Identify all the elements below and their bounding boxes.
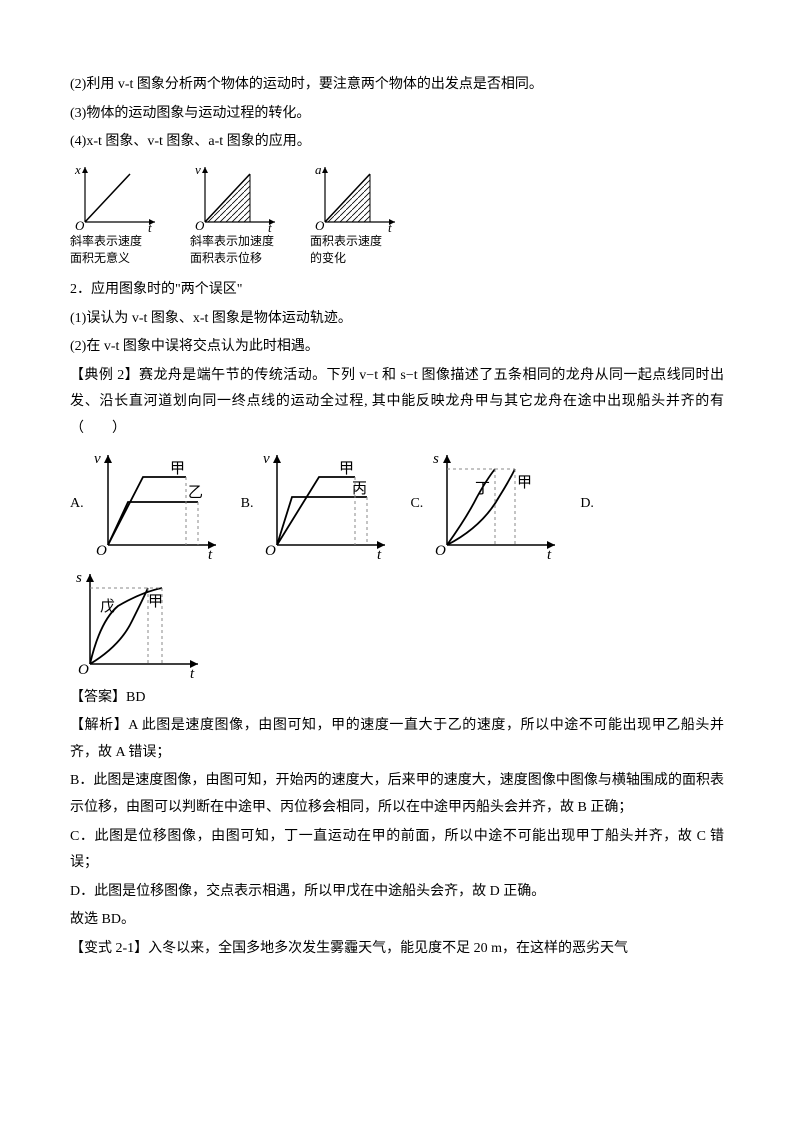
option-b: B. v O t 甲 丙 <box>241 447 393 562</box>
caption-at-2: 的变化 <box>310 251 346 267</box>
section2-p1: (1)误认为 v-t 图象、x-t 图象是物体运动轨迹。 <box>70 306 724 333</box>
svg-text:O: O <box>435 543 446 559</box>
option-d-graph-row: s O t 戊 甲 <box>70 566 724 681</box>
intro-p4: (4)x-t 图象、v-t 图象、a-t 图象的应用。 <box>70 129 724 156</box>
yaxis-label: x <box>74 162 81 177</box>
svg-text:甲: 甲 <box>170 461 185 477</box>
options-row: A. v O t 甲 乙 B. <box>70 447 724 562</box>
svg-text:O: O <box>96 543 107 559</box>
option-b-svg: v O t 甲 丙 <box>257 447 392 562</box>
caption-xt-1: 斜率表示速度 <box>70 234 142 250</box>
option-d-label-only: D. <box>580 491 598 518</box>
svg-text:甲: 甲 <box>339 461 354 477</box>
svg-text:t: t <box>547 547 552 562</box>
option-b-label: B. <box>241 491 254 518</box>
graph-at-svg: a O t <box>310 162 400 232</box>
svg-text:O: O <box>78 662 89 678</box>
graph-xt: x O t 斜率表示速度 面积无意义 <box>70 162 160 267</box>
option-d-label: D. <box>580 491 594 518</box>
svg-text:乙: 乙 <box>188 485 203 501</box>
graph-vt-svg: v O t <box>190 162 280 232</box>
svg-text:v: v <box>94 451 101 467</box>
svg-text:t: t <box>208 547 213 562</box>
triple-graphs: x O t 斜率表示速度 面积无意义 v O t 斜率表示加速度 面积表示位移 <box>70 162 724 267</box>
svg-text:甲: 甲 <box>148 594 163 610</box>
origin-label: O <box>315 218 325 232</box>
svg-text:丁: 丁 <box>475 481 490 497</box>
option-c-svg: s O t 丁 甲 <box>427 447 562 562</box>
caption-at-1: 面积表示速度 <box>310 234 382 250</box>
option-c-label: C. <box>410 491 423 518</box>
explain-b: B．此图是速度图像，由图可知，开始丙的速度大，后来甲的速度大，速度图像中图像与横… <box>70 768 724 821</box>
svg-text:甲: 甲 <box>517 475 532 491</box>
svg-text:t: t <box>377 547 382 562</box>
xaxis-label: t <box>388 220 392 232</box>
caption-xt-2: 面积无意义 <box>70 251 130 267</box>
svg-text:s: s <box>76 570 82 586</box>
caption-vt-1: 斜率表示加速度 <box>190 234 274 250</box>
option-a-svg: v O t 甲 乙 <box>88 447 223 562</box>
option-d-svg: s O t 戊 甲 <box>70 566 205 681</box>
section2-title: 2．应用图象时的"两个误区" <box>70 277 724 304</box>
option-c: C. s O t 丁 甲 <box>410 447 562 562</box>
svg-text:O: O <box>265 543 276 559</box>
yaxis-label: a <box>315 162 322 177</box>
example-lead: 【典例 2】赛龙舟是端午节的传统活动。下列 v−t 和 s−t 图像描述了五条相… <box>70 363 724 443</box>
explain-final: 故选 BD。 <box>70 907 724 934</box>
graph-xt-svg: x O t <box>70 162 160 232</box>
graph-vt: v O t 斜率表示加速度 面积表示位移 <box>190 162 280 267</box>
svg-text:v: v <box>263 451 270 467</box>
option-a-label: A. <box>70 491 84 518</box>
svg-text:丙: 丙 <box>352 481 367 497</box>
option-d: s O t 戊 甲 <box>70 566 205 681</box>
explain-c: C．此图是位移图像，由图可知，丁一直运动在甲的前面，所以中途不可能出现甲丁船头并… <box>70 824 724 877</box>
explain-d: D．此图是位移图像，交点表示相遇，所以甲戊在中途船头会齐，故 D 正确。 <box>70 879 724 906</box>
intro-p3: (3)物体的运动图象与运动过程的转化。 <box>70 101 724 128</box>
svg-text:戊: 戊 <box>100 598 115 615</box>
option-a: A. v O t 甲 乙 <box>70 447 223 562</box>
graph-at: a O t 面积表示速度 的变化 <box>310 162 400 267</box>
svg-text:s: s <box>433 451 439 467</box>
xaxis-label: t <box>148 220 152 232</box>
svg-text:t: t <box>190 666 195 681</box>
origin-label: O <box>75 218 85 232</box>
xaxis-label: t <box>268 220 272 232</box>
section2-p2: (2)在 v-t 图象中误将交点认为此时相遇。 <box>70 334 724 361</box>
explain-a: 【解析】A 此图是速度图像，由图可知，甲的速度一直大于乙的速度，所以中途不可能出… <box>70 713 724 766</box>
yaxis-label: v <box>195 162 201 177</box>
answer: 【答案】BD <box>70 685 724 712</box>
caption-vt-2: 面积表示位移 <box>190 251 262 267</box>
variant: 【变式 2-1】入冬以来，全国多地多次发生雾霾天气，能见度不足 20 m，在这样… <box>70 936 724 963</box>
intro-p2: (2)利用 v-t 图象分析两个物体的运动时，要注意两个物体的出发点是否相同。 <box>70 72 724 99</box>
origin-label: O <box>195 218 205 232</box>
